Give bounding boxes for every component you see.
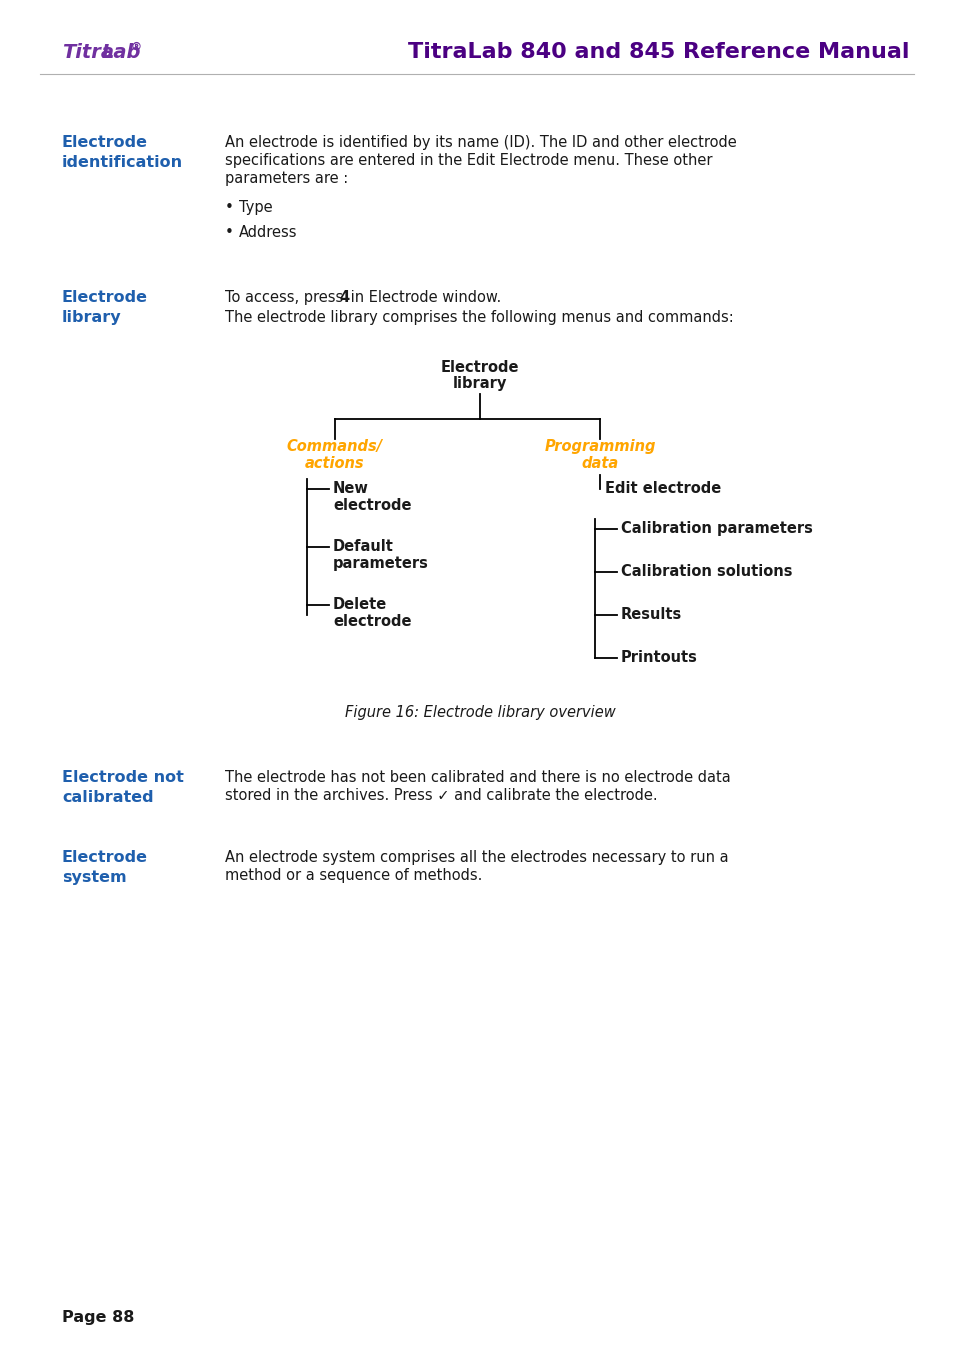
Text: Electrode: Electrode (62, 135, 148, 150)
Text: method or a sequence of methods.: method or a sequence of methods. (225, 867, 482, 884)
Text: Delete: Delete (333, 597, 387, 612)
Text: Calibration parameters: Calibration parameters (620, 521, 812, 536)
Text: Electrode: Electrode (62, 850, 148, 865)
Text: Results: Results (620, 607, 681, 621)
Text: parameters are :: parameters are : (225, 172, 348, 186)
Text: Figure 16: Electrode library overview: Figure 16: Electrode library overview (344, 705, 615, 720)
Text: Programming: Programming (543, 439, 655, 454)
Text: system: system (62, 870, 127, 885)
Text: New: New (333, 481, 369, 496)
Text: •: • (225, 226, 233, 240)
Text: Printouts: Printouts (620, 650, 698, 665)
Text: Address: Address (239, 226, 297, 240)
Text: in Electrode window.: in Electrode window. (346, 290, 500, 305)
Text: An electrode system comprises all the electrodes necessary to run a: An electrode system comprises all the el… (225, 850, 728, 865)
Text: Type: Type (239, 200, 273, 215)
Text: ®: ® (130, 42, 141, 51)
Text: Default: Default (333, 539, 394, 554)
Text: Titra: Titra (62, 43, 113, 62)
Text: electrode: electrode (333, 499, 411, 513)
Text: library: library (62, 309, 121, 326)
Text: Commands/: Commands/ (287, 439, 383, 454)
Text: stored in the archives. Press ✓ and calibrate the electrode.: stored in the archives. Press ✓ and cali… (225, 788, 657, 802)
Text: actions: actions (305, 457, 364, 471)
Text: electrode: electrode (333, 613, 411, 630)
Text: Page 88: Page 88 (62, 1310, 134, 1325)
Text: Edit electrode: Edit electrode (604, 481, 720, 496)
Text: The electrode library comprises the following menus and commands:: The electrode library comprises the foll… (225, 309, 733, 326)
Text: Electrode: Electrode (62, 290, 148, 305)
Text: 4: 4 (338, 290, 349, 305)
Text: Electrode not: Electrode not (62, 770, 184, 785)
Text: To access, press: To access, press (225, 290, 348, 305)
Text: Lab: Lab (102, 43, 141, 62)
Text: •: • (225, 200, 233, 215)
Text: parameters: parameters (333, 557, 429, 571)
Text: An electrode is identified by its name (ID). The ID and other electrode: An electrode is identified by its name (… (225, 135, 736, 150)
Text: library: library (453, 376, 507, 390)
Text: Electrode: Electrode (440, 359, 518, 376)
Text: specifications are entered in the Edit Electrode menu. These other: specifications are entered in the Edit E… (225, 153, 712, 168)
Text: TitraLab 840 and 845 Reference Manual: TitraLab 840 and 845 Reference Manual (408, 42, 909, 62)
Text: data: data (580, 457, 618, 471)
Text: Calibration solutions: Calibration solutions (620, 563, 792, 580)
Text: identification: identification (62, 155, 183, 170)
Text: The electrode has not been calibrated and there is no electrode data: The electrode has not been calibrated an… (225, 770, 730, 785)
Text: calibrated: calibrated (62, 790, 153, 805)
